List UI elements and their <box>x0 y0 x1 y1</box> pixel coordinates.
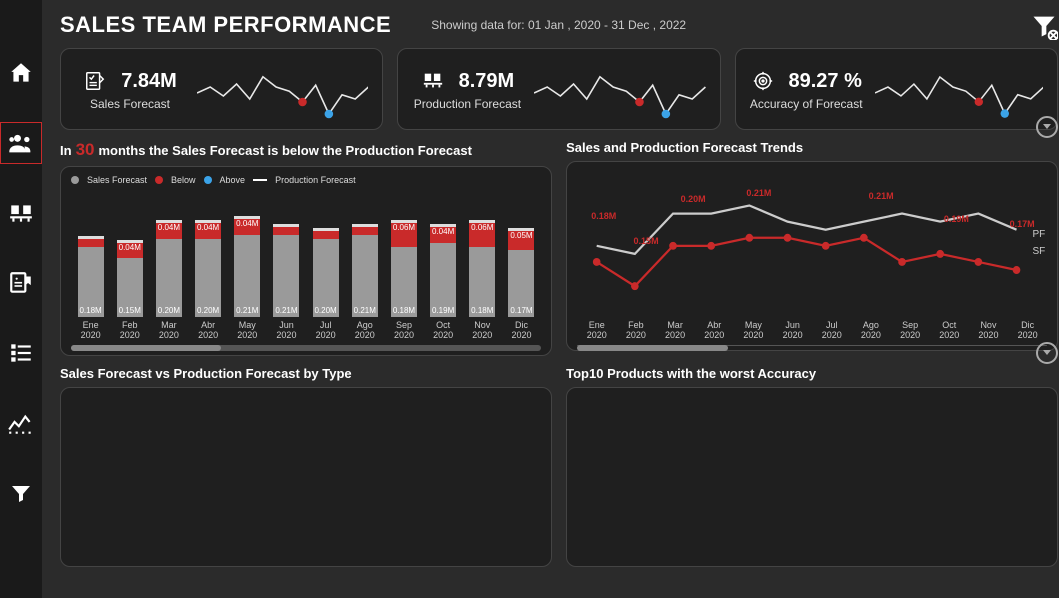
line-series-labels: PF SF <box>1033 229 1046 257</box>
empty-chart <box>566 387 1058 567</box>
trend-chart-title: Sales and Production Forecast Trends <box>566 140 1058 155</box>
chevron-down-icon <box>1041 347 1053 359</box>
line-chart-area: PF SF 0.18M0.15M0.20M0.21M0.21M0.19M0.17… <box>577 170 1047 317</box>
panel-by-type: Sales Forecast vs Production Forecast by… <box>60 366 552 567</box>
expand-button[interactable] <box>1036 116 1058 138</box>
kpi-label: Sales Forecast <box>90 97 170 111</box>
filter-icon <box>9 481 33 505</box>
bar-area: 0.18M0.04M0.15M0.04M0.20M0.04M0.20M0.04M… <box>71 189 541 317</box>
kpi-label: Production Forecast <box>414 97 521 111</box>
sparkline <box>875 60 1044 120</box>
people-icon <box>7 129 35 157</box>
target-icon <box>751 69 775 93</box>
panel-trend-chart: Sales and Production Forecast Trends PF … <box>566 140 1058 356</box>
production-icon <box>421 69 445 93</box>
home-icon <box>8 60 34 86</box>
kpi-row: 7.84M Sales Forecast 8.79M Production Fo… <box>60 48 1058 130</box>
funnel-icon <box>1030 12 1058 40</box>
nav-production[interactable] <box>0 192 42 234</box>
nav-home[interactable] <box>0 52 42 94</box>
header: SALES TEAM PERFORMANCE Showing data for:… <box>60 12 1058 38</box>
kpi-value: 7.84M <box>121 70 177 93</box>
panel-title: Top10 Products with the worst Accuracy <box>566 366 1058 381</box>
sparkline <box>197 60 368 120</box>
empty-chart <box>60 387 552 567</box>
kpi-card-production: 8.79M Production Forecast <box>397 48 720 130</box>
panel-top10: Top10 Products with the worst Accuracy <box>566 366 1058 567</box>
nav-team[interactable] <box>0 122 42 164</box>
sales-icon <box>83 69 107 93</box>
main-content: SALES TEAM PERFORMANCE Showing data for:… <box>42 0 1059 598</box>
kpi-value: 8.79M <box>459 70 515 93</box>
panel-title: Sales Forecast vs Production Forecast by… <box>60 366 552 381</box>
nav-report[interactable] <box>0 262 42 304</box>
date-range: Showing data for: 01 Jan , 2020 - 31 Dec… <box>431 18 686 32</box>
pallet-icon <box>8 200 34 226</box>
panel-bar-chart: In 30 months the Sales Forecast is below… <box>60 140 552 356</box>
trend-chart: PF SF 0.18M0.15M0.20M0.21M0.21M0.19M0.17… <box>566 161 1058 351</box>
page-title: SALES TEAM PERFORMANCE <box>60 12 391 38</box>
trend-xaxis: Ene2020Feb2020Mar2020Abr2020May2020Jun20… <box>577 317 1047 341</box>
nav-filter[interactable] <box>0 472 42 514</box>
sidebar <box>0 0 42 598</box>
bar-chart: Sales ForecastBelowAboveProduction Forec… <box>60 166 552 356</box>
kpi-card-accuracy: 89.27 % Accuracy of Forecast <box>735 48 1058 130</box>
bar-legend: Sales ForecastBelowAboveProduction Forec… <box>71 175 541 185</box>
chevron-down-icon <box>1041 121 1053 133</box>
chart-row: In 30 months the Sales Forecast is below… <box>60 140 1058 356</box>
kpi-label: Accuracy of Forecast <box>750 97 863 111</box>
chart-scrollbar[interactable] <box>71 345 541 351</box>
bar-xaxis: Ene2020Feb2020Mar2020Abr2020May2020Jun20… <box>71 317 541 341</box>
chart-scrollbar[interactable] <box>577 345 1047 346</box>
filter-button[interactable] <box>1030 12 1058 45</box>
checklist-icon <box>8 340 34 366</box>
expand-button[interactable] <box>1036 342 1058 364</box>
bar-chart-title: In 30 months the Sales Forecast is below… <box>60 140 552 160</box>
report-icon <box>8 270 34 296</box>
panel-row-3: Sales Forecast vs Production Forecast by… <box>60 366 1058 567</box>
trend-icon <box>7 410 35 436</box>
nav-list[interactable] <box>0 332 42 374</box>
kpi-value: 89.27 % <box>789 70 862 93</box>
sparkline <box>534 60 705 120</box>
nav-trends[interactable] <box>0 402 42 444</box>
kpi-card-sales: 7.84M Sales Forecast <box>60 48 383 130</box>
